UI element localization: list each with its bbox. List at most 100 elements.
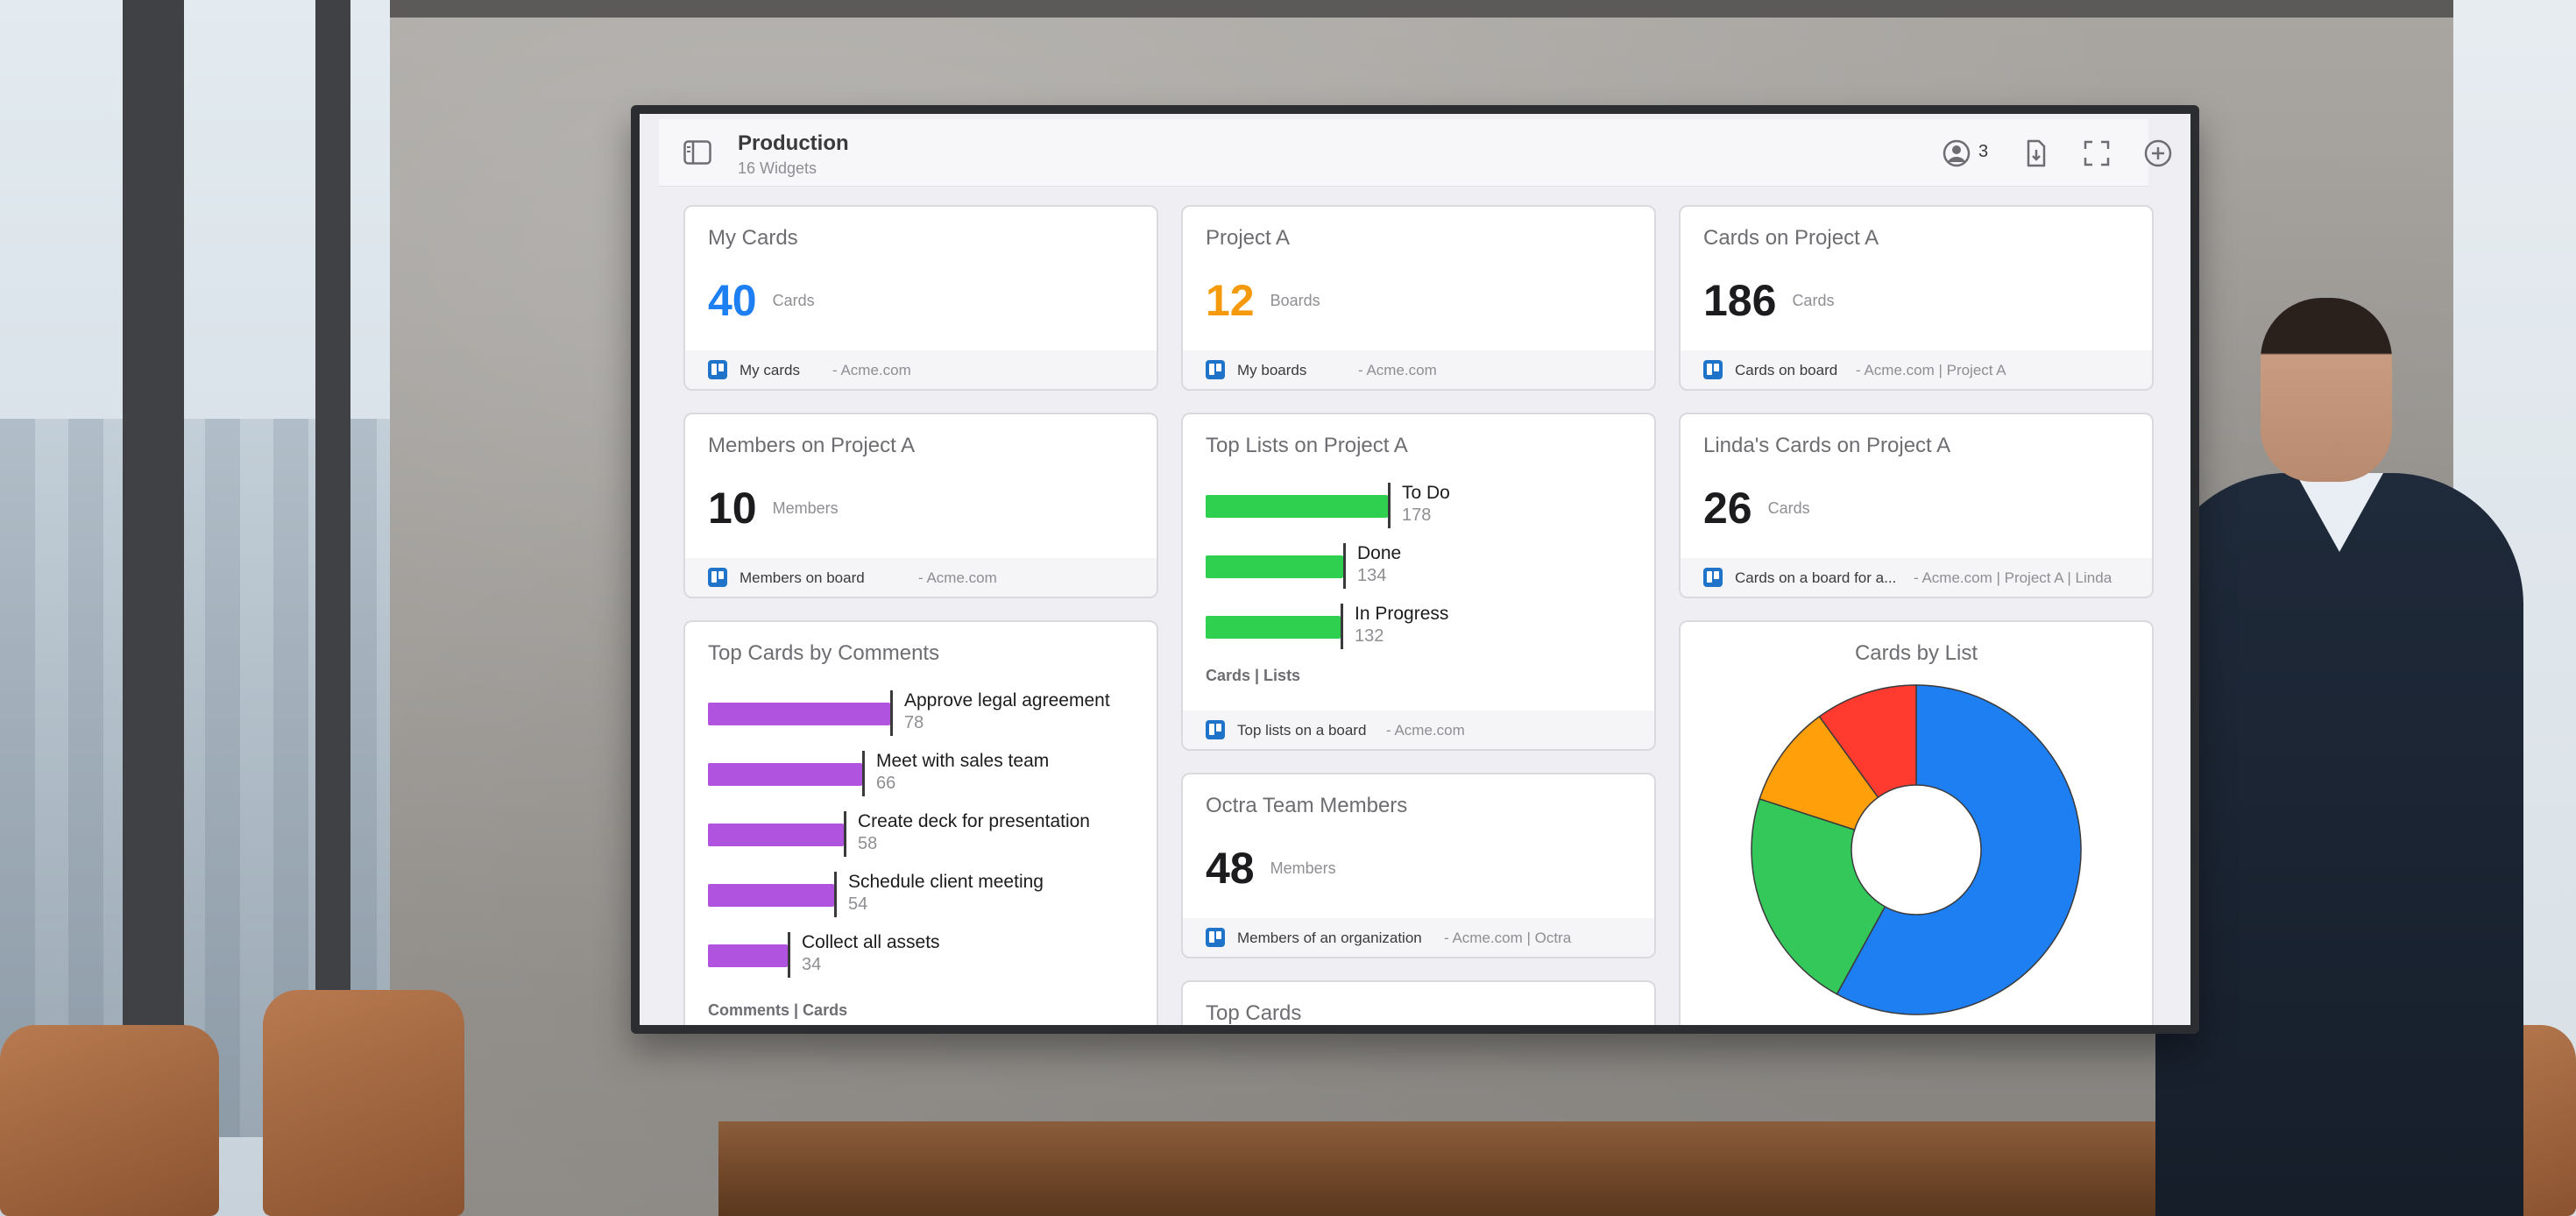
metric-value: 12 <box>1206 276 1255 325</box>
trello-board-icon <box>1703 568 1723 587</box>
widget-title: Top Cards <box>1206 1001 1302 1025</box>
bar-label: To Do <box>1402 483 1450 503</box>
widget-title: Top Cards by Comments <box>708 641 940 665</box>
person-torso <box>2155 473 2523 1216</box>
bar-row: In Progress 132 <box>1206 604 1626 653</box>
chart-axis-caption: Cards | Lists <box>1206 667 1301 684</box>
bar[interactable] <box>1206 495 1388 518</box>
widget-octra-team-members[interactable]: Octra Team Members 48 Members Members of … <box>1181 773 1656 958</box>
bar-value: 34 <box>802 955 822 974</box>
members-count: 3 <box>1978 142 1989 161</box>
bar-cap <box>1343 543 1346 589</box>
bar-value: 132 <box>1355 626 1384 646</box>
bar-label: Done <box>1357 543 1402 563</box>
bar-label: Collect all assets <box>802 932 940 952</box>
metric: 40 Cards <box>708 275 815 326</box>
bar-label: Approve legal agreement <box>904 690 1110 711</box>
widget-lindas-cards[interactable]: Linda's Cards on Project A 26 Cards Cards… <box>1679 413 2154 598</box>
trello-board-icon <box>1703 360 1723 379</box>
bar-label: Schedule client meeting <box>848 872 1044 892</box>
cards-by-list-donut-chart <box>1751 684 2082 1015</box>
metric-unit: Members <box>1270 859 1336 877</box>
widget-meta: - Acme.com <box>832 362 911 378</box>
widget-meta: - Acme.com | Octra <box>1444 930 1572 946</box>
bar[interactable] <box>1206 616 1341 639</box>
bar-value: 54 <box>848 894 868 914</box>
metric-value: 48 <box>1206 844 1255 893</box>
widget-my-cards[interactable]: My Cards 40 Cards My cards - Acme.com <box>683 205 1158 391</box>
trello-board-icon <box>1206 360 1225 379</box>
add-widget-icon[interactable] <box>2143 138 2173 168</box>
conference-table <box>718 1121 2208 1216</box>
widget-source: Cards on a board for a... <box>1735 569 1897 586</box>
trello-board-icon <box>1206 720 1225 739</box>
bar[interactable] <box>708 703 890 725</box>
bar-row: Collect all assets 34 <box>708 932 1129 981</box>
widget-title: Top Lists on Project A <box>1206 434 1408 457</box>
bar[interactable] <box>708 824 844 846</box>
metric-value: 40 <box>708 276 757 325</box>
bar-cap <box>890 690 893 736</box>
bar-cap <box>788 932 790 978</box>
donut-slice-green[interactable] <box>1751 797 1886 995</box>
donut-slice-blue[interactable] <box>1836 684 2082 1015</box>
widget-top-lists-on-project-a[interactable]: Top Lists on Project A To Do 178 Done 134 In… <box>1181 413 1656 751</box>
bar-value: 178 <box>1402 505 1432 525</box>
bar-row: To Do 178 <box>1206 483 1626 532</box>
chair <box>0 1025 219 1216</box>
bar-label: In Progress <box>1355 604 1449 624</box>
metric-unit: Cards <box>1792 291 1835 309</box>
widget-source: Top lists on a board <box>1237 722 1367 739</box>
chart-title: Cards by List <box>1854 641 1978 665</box>
widget-title: Members on Project A <box>708 434 916 457</box>
fullscreen-icon[interactable] <box>2082 138 2112 168</box>
bar[interactable] <box>708 884 834 907</box>
members-icon[interactable] <box>1942 138 1971 168</box>
bar-value: 134 <box>1357 566 1387 585</box>
metric-unit: Cards <box>772 291 815 309</box>
bar-row: Meet with sales team 66 <box>708 751 1129 800</box>
tv-display: Production 16 Widgets 3 My Cards <box>631 105 2199 1034</box>
widget-title: Project A <box>1206 226 1291 250</box>
metric: 26 Cards <box>1703 483 1810 534</box>
ceiling <box>0 0 2576 18</box>
widget-project-a[interactable]: Project A 12 Boards My boards - Acme.com <box>1181 205 1656 391</box>
widget-meta: - Acme.com <box>918 569 997 586</box>
widget-meta: - Acme.com <box>1386 722 1465 739</box>
bar-row: Create deck for presentation 58 <box>708 811 1129 860</box>
person <box>2155 298 2523 1216</box>
widget-members-on-project-a[interactable]: Members on Project A 10 Members Members o… <box>683 413 1158 598</box>
widget-footer: Cards on board - Acme.com | Project A <box>1681 350 2152 389</box>
bar[interactable] <box>708 763 862 786</box>
sidebar-toggle-icon[interactable] <box>683 140 711 165</box>
widget-footer: My cards - Acme.com <box>685 350 1157 389</box>
bar-row: Approve legal agreement 78 <box>708 690 1129 739</box>
trello-board-icon <box>708 568 727 587</box>
metric-unit: Boards <box>1270 291 1320 309</box>
widget-meta: - Acme.com <box>1358 362 1437 378</box>
metric: 186 Cards <box>1703 275 1834 326</box>
widget-title: Cards on Project A <box>1703 226 1879 250</box>
metric-unit: Members <box>772 498 839 517</box>
person-head <box>2261 298 2392 482</box>
metric: 48 Members <box>1206 843 1336 894</box>
widget-top-cards[interactable]: Top Cards <box>1181 980 1656 1025</box>
export-icon[interactable] <box>2020 138 2050 168</box>
donut-slice-red[interactable] <box>1818 684 1917 799</box>
widget-title: Octra Team Members <box>1206 794 1408 817</box>
widget-source: Members on board <box>740 569 865 586</box>
widget-top-cards-by-comments[interactable]: Top Cards by Comments Approve legal agre… <box>683 620 1158 1025</box>
bar[interactable] <box>708 944 788 967</box>
widget-source: Members of an organization <box>1237 930 1422 946</box>
bar[interactable] <box>1206 555 1343 578</box>
bar-row: Schedule client meeting 54 <box>708 872 1129 921</box>
bar-cap <box>834 872 837 917</box>
widget-cards-by-list[interactable]: Cards by List <box>1679 620 2154 1025</box>
dashboard-header: Production 16 Widgets 3 <box>659 119 2172 187</box>
chair <box>263 990 464 1216</box>
widget-source: My boards <box>1237 362 1307 378</box>
metric-value: 26 <box>1703 484 1752 533</box>
widget-cards-on-project-a[interactable]: Cards on Project A 186 Cards Cards on boa… <box>1679 205 2154 391</box>
bar-value: 58 <box>858 834 878 853</box>
page-title: Production <box>738 131 849 155</box>
